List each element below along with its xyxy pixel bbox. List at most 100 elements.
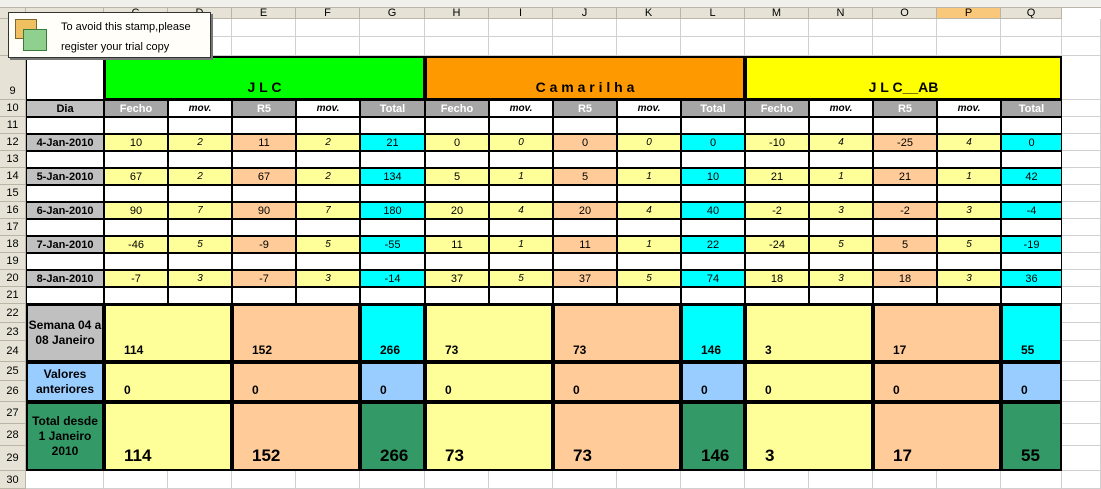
- grid-cell[interactable]: [553, 19, 617, 37]
- blank-cell[interactable]: [681, 219, 745, 236]
- value-cell[interactable]: 2: [296, 134, 360, 151]
- blank-cell[interactable]: [873, 117, 937, 134]
- row-header-28[interactable]: 28: [0, 424, 26, 446]
- value-cell[interactable]: 1: [809, 168, 873, 185]
- value-cell[interactable]: 2: [168, 134, 232, 151]
- value-cell[interactable]: 4: [617, 202, 681, 219]
- blank-cell[interactable]: [553, 151, 617, 168]
- blank-cell[interactable]: [681, 287, 745, 304]
- blank-cell[interactable]: [360, 185, 425, 202]
- value-cell[interactable]: 5: [296, 236, 360, 253]
- blank-cell[interactable]: [232, 185, 296, 202]
- week-value[interactable]: 146: [681, 304, 745, 362]
- row-header-16[interactable]: 16: [0, 202, 26, 219]
- value-cell[interactable]: 4: [489, 202, 553, 219]
- grid-cell[interactable]: [873, 19, 937, 37]
- grid-cell[interactable]: [809, 471, 873, 489]
- blank-cell[interactable]: [681, 117, 745, 134]
- blank-cell[interactable]: [1001, 185, 1062, 202]
- blank-cell[interactable]: [104, 117, 168, 134]
- blank-cell[interactable]: [809, 117, 873, 134]
- grid-cell[interactable]: [1062, 202, 1101, 219]
- week-value[interactable]: 17: [873, 304, 1001, 362]
- total-since-value[interactable]: 114: [104, 402, 232, 471]
- blank-cell[interactable]: [425, 151, 489, 168]
- blank-cell[interactable]: [937, 151, 1001, 168]
- total-since-value[interactable]: 73: [425, 402, 553, 471]
- blank-cell[interactable]: [745, 185, 809, 202]
- grid-cell[interactable]: [360, 19, 425, 37]
- column-header-n[interactable]: N: [809, 8, 873, 19]
- value-cell[interactable]: 3: [809, 270, 873, 287]
- grid-cell[interactable]: [1062, 236, 1101, 253]
- grid-cell[interactable]: [360, 37, 425, 56]
- grid-cell[interactable]: [1062, 151, 1101, 168]
- blank-cell[interactable]: [873, 151, 937, 168]
- row-header-29[interactable]: 29: [0, 446, 26, 471]
- value-cell[interactable]: -55: [360, 236, 425, 253]
- week-value[interactable]: 3: [745, 304, 873, 362]
- grid-cell[interactable]: [489, 19, 553, 37]
- previous-value[interactable]: 0: [745, 362, 873, 402]
- grid-cell[interactable]: [873, 37, 937, 56]
- grid-cell[interactable]: [1062, 341, 1101, 362]
- value-cell[interactable]: 20: [425, 202, 489, 219]
- total-since-value[interactable]: 3: [745, 402, 873, 471]
- value-cell[interactable]: 20: [553, 202, 617, 219]
- grid-cell[interactable]: [296, 19, 360, 37]
- value-cell[interactable]: 5: [168, 236, 232, 253]
- group-header-3[interactable]: J L C__AB: [745, 56, 1062, 100]
- value-cell[interactable]: 4: [937, 134, 1001, 151]
- value-cell[interactable]: 3: [937, 270, 1001, 287]
- row-header-24[interactable]: 24: [0, 341, 26, 362]
- week-value[interactable]: 55: [1001, 304, 1062, 362]
- total-since-value[interactable]: 55: [1001, 402, 1062, 471]
- blank-cell[interactable]: [617, 219, 681, 236]
- value-cell[interactable]: -19: [1001, 236, 1062, 253]
- blank-cell[interactable]: [873, 287, 937, 304]
- blank-cell[interactable]: [26, 117, 104, 134]
- value-cell[interactable]: 1: [489, 236, 553, 253]
- grid-cell[interactable]: [1062, 304, 1101, 323]
- value-cell[interactable]: -9: [232, 236, 296, 253]
- value-cell[interactable]: 22: [681, 236, 745, 253]
- blank-cell[interactable]: [937, 287, 1001, 304]
- blank-cell[interactable]: [232, 117, 296, 134]
- blank-cell[interactable]: [104, 151, 168, 168]
- blank-cell[interactable]: [26, 253, 104, 270]
- value-cell[interactable]: 10: [104, 134, 168, 151]
- blank-cell[interactable]: [489, 253, 553, 270]
- grid-cell[interactable]: [617, 37, 681, 56]
- blank-cell[interactable]: [26, 151, 104, 168]
- value-cell[interactable]: 5: [425, 168, 489, 185]
- blank-cell[interactable]: [26, 287, 104, 304]
- column-header-e[interactable]: E: [232, 8, 296, 19]
- header-mov[interactable]: mov.: [489, 100, 553, 117]
- grid-cell[interactable]: [809, 37, 873, 56]
- header-mov[interactable]: mov.: [168, 100, 232, 117]
- grid-cell[interactable]: [26, 471, 104, 489]
- blank-cell[interactable]: [232, 287, 296, 304]
- grid-cell[interactable]: [296, 471, 360, 489]
- total-since-value[interactable]: 146: [681, 402, 745, 471]
- value-cell[interactable]: 5: [809, 236, 873, 253]
- grid-cell[interactable]: [1062, 168, 1101, 185]
- column-header-h[interactable]: H: [425, 8, 489, 19]
- value-cell[interactable]: 2: [296, 168, 360, 185]
- blank-cell[interactable]: [681, 185, 745, 202]
- blank-cell[interactable]: [296, 253, 360, 270]
- value-cell[interactable]: -7: [232, 270, 296, 287]
- value-cell[interactable]: 3: [937, 202, 1001, 219]
- blank-cell[interactable]: [360, 219, 425, 236]
- grid-cell[interactable]: [1001, 19, 1062, 37]
- blank-cell[interactable]: [617, 117, 681, 134]
- blank-cell[interactable]: [553, 253, 617, 270]
- value-cell[interactable]: 0: [425, 134, 489, 151]
- blank-cell[interactable]: [937, 185, 1001, 202]
- group-header-2[interactable]: C a m a r i l h a: [425, 56, 745, 100]
- value-cell[interactable]: 67: [104, 168, 168, 185]
- value-cell[interactable]: 0: [553, 134, 617, 151]
- total-since-value[interactable]: 73: [553, 402, 681, 471]
- value-cell[interactable]: 90: [104, 202, 168, 219]
- group-header-1[interactable]: J L C: [104, 56, 425, 100]
